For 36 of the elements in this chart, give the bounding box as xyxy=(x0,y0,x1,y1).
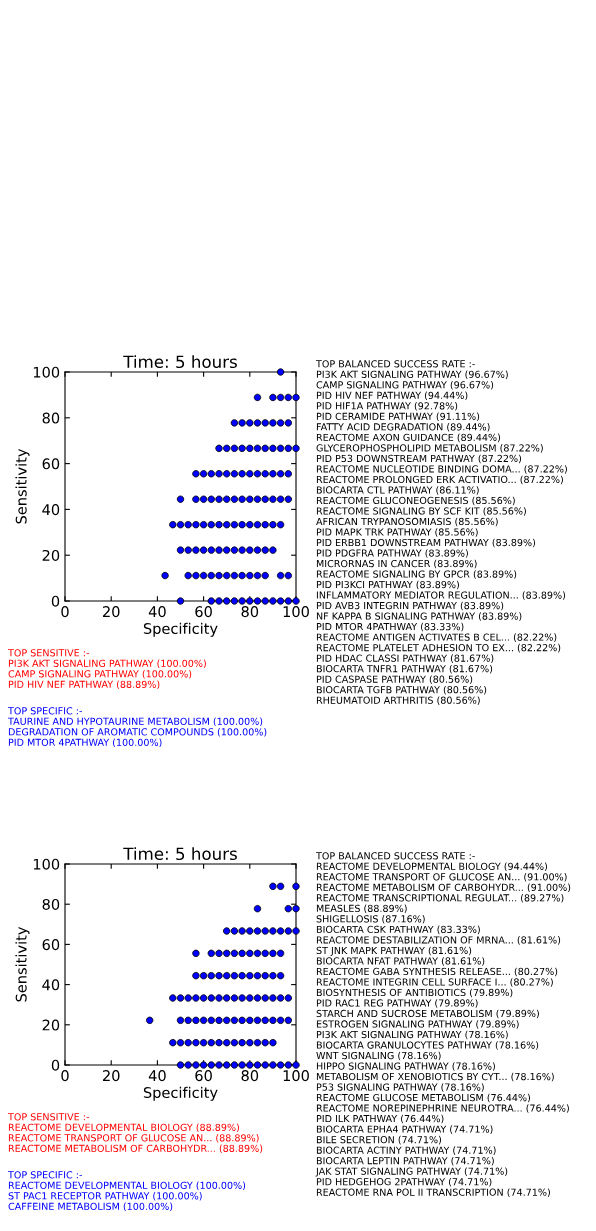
y-tick-label: 80 xyxy=(42,412,60,424)
x-tick-label: 0 xyxy=(61,1070,69,1082)
x-tick-label: 60 xyxy=(195,606,212,618)
x-tick-label: 60 xyxy=(195,1070,212,1082)
text: TOP BALANCED SUCCESS RATE :- REACTOME DEVELOPMENTAL BIOLOGY (94.44%) REACTOME TRANSPORT OF GLUCOSE AN... (91.00%) REACTOME METABOLISM OF CARBOHYDR... (91.00%) REACTOME TRANSCRIPTIONAL REGULAT... (89.27%) MEASLES (88.89%) SHIGELLOSIS (87.16%) BIOCARTA CSK PATHWAY (83.33%) REACTOME DESTABILIZATION OF MRNA... (81.61%) ST JNK MAPK PATHWAY (81.61%) BIOCARTA NFAT PATHWAY (81.61%) REACTOME GABA SYNTHESIS RELEASE... (80.27%) REACTOME INTEGRIN CELL SURFACE I... (80.27%) BIOSYNTHESIS OF ANTIBIOTICS (79.89%) PID RAC1 REG PATHWAY (79.89%) STARCH AND SUCROSE METABOLISM (79.89%) ESTROGEN SIGNALING PATHWAY (79.89%) PI3K AKT SIGNALING PATHWAY (78.16%) BIOCARTA GRANULOCYTES PATHWAY (78.16%) WNT SIGNALING (78.16%) HIPPO SIGNALING PATHWAY (78.16%) METABOLISM OF XENOBIOTICS BY CYT... (78.16%) P53 SIGNALING PATHWAY (78.16%) REACTOME GLUCOSE METABOLISM (76.44%) REACTOME NOREPINEPHRINE NEUROTRA... (76.44%) PID ILK PATHWAY (76.44%) BIOCARTA EPHA4 PATHWAY (74.71%) BILE SECRETION (74.71%) BIOCARTA ACTINY PATHWAY (74.71%) BIOCARTA LEPTIN PATHWAY (74.71%) JAK STAT SIGNALING PATHWAY (74.71%) PID HEDGEHOG 2PATHWAY (74.71%) REACTOME RNA POL II TRANSCRIPTION (74.71%) xyxy=(315,852,571,1197)
y-tick-label: 40 xyxy=(42,979,60,991)
y-axis-title: Sensitivity xyxy=(15,926,30,1002)
y-tick-label: 60 xyxy=(42,939,60,951)
y-tick-label: 60 xyxy=(42,458,60,470)
text: TOP SENSITIVE :- PI3K AKT SIGNALING PATHWAY (100.00%) CAMP SIGNALING PATHWAY (100.00%) PID HIV NEF PATHWAY (88.89%) xyxy=(7,649,206,690)
text: TOP BALANCED SUCCESS RATE :- PI3K AKT SIGNALING PATHWAY (96.67%) CAMP SIGNALING PATHWAY (96.67%) PID HIV NEF PATHWAY (94.44%) PID HIF1A PATHWAY (92.78%) PID CERAMIDE PATHWAY (91.11%) FATTY ACID DEGRADATION (89.44%) REACTOME AXON GUIDANCE (89.44%) GLYCEROPHOSPHOLIPID METABOLISM (87.22%) PID P53 DOWNSTREAM PATHWAY (87.22%) REACTOME NUCLEOTIDE BINDING DOMA... (87.22%) REACTOME PROLONGED ERK ACTIVATIO... (87.22%) BIOCARTA CTL PATHWAY (86.11%) REACTOME GLUCONEOGENESIS (85.56%) REACTOME SIGNALING BY SCF KIT (85.56%) AFRICAN TRYPANOSOMIASIS (85.56%) PID MAPK TRK PATHWAY (85.56%) PID ERBB1 DOWNSTREAM PATHWAY (83.89%) PID PDGFRA PATHWAY (83.89%) MICRORNAS IN CANCER (83.89%) REACTOME SIGNALING BY GPCR (83.89%) PID PI3KCI PATHWAY (83.89%) INFLAMMATORY MEDIATOR REGULATION... (83.89%) PID AVB3 INTEGRIN PATHWAY (83.89%) NF KAPPA B SIGNALING PATHWAY (83.89%) PID MTOR 4PATHWAY (83.33%) REACTOME ANTIGEN ACTIVATES B CEL... (82.22%) REACTOME PLATELET ADHESION TO EX... (82.22%) PID HDAC CLASSI PATHWAY (81.67%) BIOCARTA TNFR1 PATHWAY (81.67%) PID CASPASE PATHWAY (80.56%) BIOCARTA TGFB PATHWAY (80.56%) RHEUMATOID ARTHRITIS (80.56%) xyxy=(315,360,567,705)
x-axis-title: Specificity xyxy=(143,1086,218,1101)
y-tick-label: 40 xyxy=(42,504,60,516)
chart-title: Time: 5 hours xyxy=(123,355,237,369)
text: TOP SPECIFIC :- TAURINE AND HYPOTAURINE METABOLISM (100.00%) DEGRADATION OF AROMATIC COMPOUNDS (100.00%) PID MTOR 4PATHWAY (100.00%) xyxy=(7,707,267,748)
x-tick-label: 20 xyxy=(102,606,120,618)
x-tick-label: 100 xyxy=(283,1070,309,1082)
y-tick-label: 0 xyxy=(51,595,60,607)
text: TOP SENSITIVE :- REACTOME DEVELOPMENTAL BIOLOGY (88.89%) REACTOME TRANSPORT OF GLUCOSE AN... (88.89%) REACTOME METABOLISM OF CARBOHYDR... (88.89%) xyxy=(7,1113,263,1154)
x-tick-label: 100 xyxy=(283,606,309,618)
y-tick-label: 20 xyxy=(42,549,60,561)
y-tick-label: 0 xyxy=(51,1059,60,1071)
x-tick-label: 40 xyxy=(148,606,166,618)
x-axis-title: Specificity xyxy=(143,622,218,637)
y-tick-label: 100 xyxy=(33,366,60,378)
x-tick-label: 40 xyxy=(148,1070,166,1082)
x-tick-label: 20 xyxy=(102,1070,120,1082)
x-tick-label: 80 xyxy=(241,606,259,618)
y-axis-title: Sensitivity xyxy=(15,448,30,524)
x-tick-label: 0 xyxy=(61,606,69,618)
y-tick-label: 80 xyxy=(42,898,60,910)
x-tick-label: 80 xyxy=(241,1070,259,1082)
y-tick-label: 20 xyxy=(42,1019,60,1031)
text: TOP SPECIFIC :- REACTOME DEVELOPMENTAL BIOLOGY (100.00%) ST PAC1 RECEPTOR PATHWAY (100.00%) CAFFEINE METABOLISM (100.00%) xyxy=(7,1171,246,1212)
y-tick-label: 100 xyxy=(33,858,60,870)
chart-title: Time: 5 hours xyxy=(123,847,237,861)
